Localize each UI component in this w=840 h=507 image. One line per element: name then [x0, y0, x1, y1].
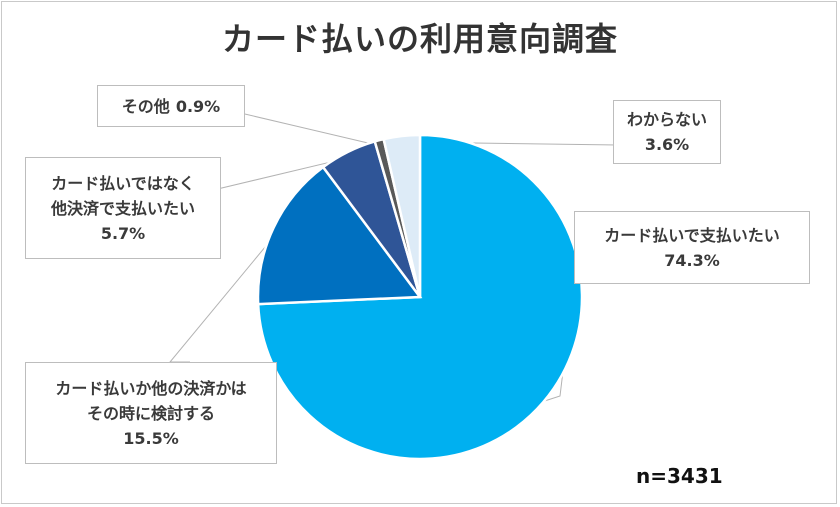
data-label-percent: 3.6%: [644, 135, 690, 154]
data-label-category: カード払いではなく: [51, 173, 195, 193]
chart-title: カード払いの利用意向調査: [221, 20, 618, 58]
data-label-category: その他: [121, 96, 170, 116]
data-label-percent: 74.3%: [664, 250, 720, 270]
pie-slice-decide-later: [256, 165, 423, 306]
data-label-category-line2: 他決済で支払いたい: [50, 198, 195, 218]
data-label-category: カード払いか他の決済かは: [55, 378, 247, 398]
data-label-decide-later: カード払いか他の決済かは その時に検討する 15.5%: [25, 362, 277, 464]
data-label-percent: 0.9%: [175, 96, 221, 116]
leader-line: [231, 110, 381, 147]
pie-slice-dont-know: [382, 133, 422, 298]
sample-size-note: n=3431: [636, 464, 723, 488]
data-label-percent: 5.7%: [100, 223, 146, 243]
data-label-category-line2: その時に検討する: [86, 403, 215, 423]
data-label-other: その他 0.9%: [97, 85, 245, 127]
data-label-dont-know: わからない 3.6%: [613, 100, 721, 164]
data-label-card-pay: カード払いで支払いたい 74.3%: [574, 211, 810, 284]
data-label-category: カード払いで支払いたい: [604, 225, 780, 245]
data-label-other-payment: カード払いではなく 他決済で支払いたい 5.7%: [25, 157, 221, 259]
data-label-percent: 15.5%: [123, 428, 179, 448]
data-label-category: わからない: [626, 110, 707, 129]
